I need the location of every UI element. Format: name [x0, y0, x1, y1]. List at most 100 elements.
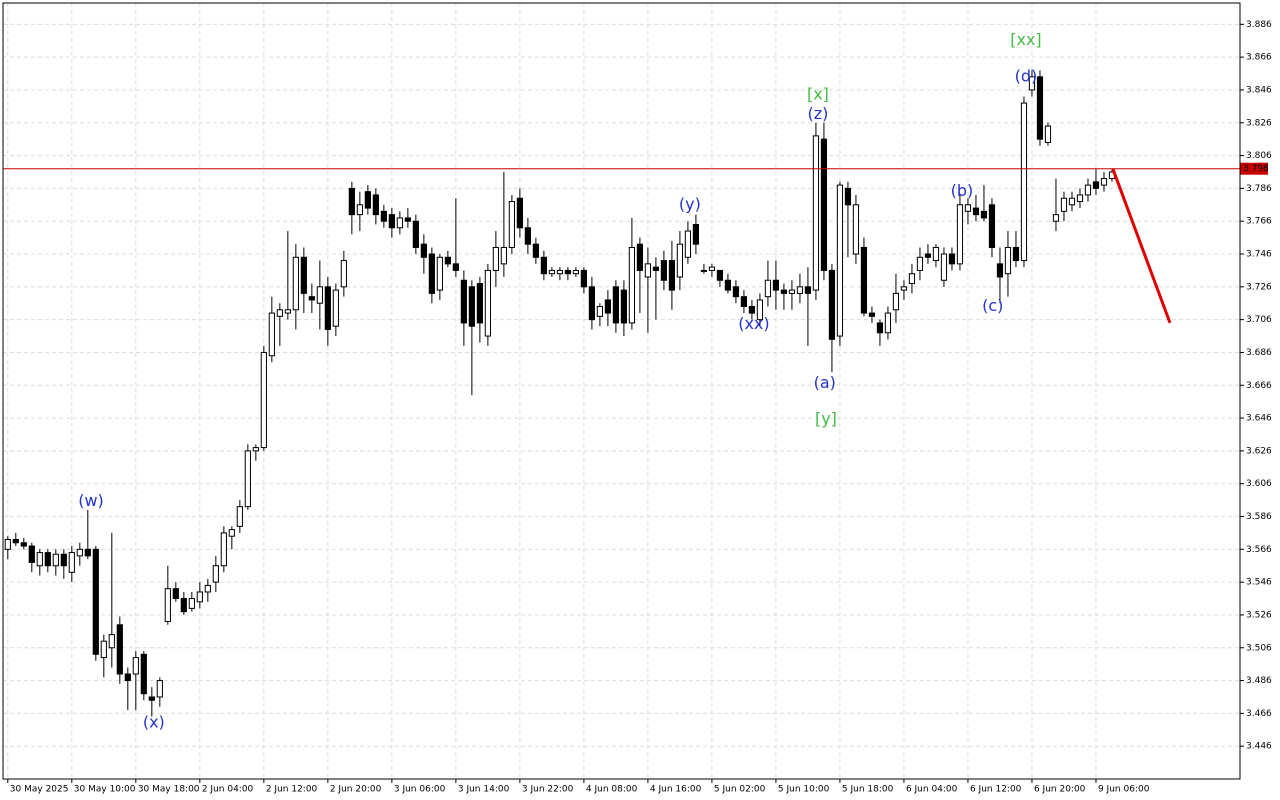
wave-label: (z): [807, 104, 828, 123]
candle-body: [708, 266, 716, 271]
candle-body: [60, 553, 67, 567]
candle-body: [1036, 76, 1044, 140]
candle-body: [468, 286, 475, 327]
wave-label: [xx]: [1010, 30, 1041, 49]
candle-body: [356, 204, 363, 216]
candle-body: [620, 289, 628, 324]
x-tick-label: 4 Jun 08:00: [586, 785, 638, 795]
candle-body: [76, 548, 83, 557]
wave-label: (d): [1015, 66, 1038, 85]
candle-body: [940, 253, 948, 281]
candle-body: [812, 135, 820, 291]
candle-body: [108, 634, 115, 649]
candle-body: [204, 584, 211, 593]
candle-body: [428, 253, 435, 294]
candle-body: [316, 286, 323, 304]
candle-body: [380, 210, 387, 222]
candle-body: [892, 292, 900, 311]
candle-body: [956, 204, 964, 265]
candle-body: [412, 220, 419, 248]
x-tick-label: 6 Jun 20:00: [1034, 785, 1086, 795]
x-tick-label: 2 Jun 12:00: [266, 785, 318, 795]
y-tick-label: 3.866: [1246, 53, 1272, 63]
candle-body: [820, 138, 828, 271]
x-tick-label: 5 Jun 02:00: [714, 785, 766, 795]
candle-body: [12, 538, 19, 544]
candle-body: [284, 309, 291, 314]
candle-body: [300, 256, 307, 294]
wave-label: (y): [679, 194, 701, 213]
candle-body: [348, 187, 355, 216]
candle-body: [372, 194, 379, 216]
wave-label: (xx): [738, 314, 769, 333]
y-tick-label: 3.786: [1246, 184, 1272, 194]
candle-body: [1076, 194, 1084, 203]
candle-body: [900, 286, 908, 291]
candle-body: [580, 269, 587, 288]
candle-body: [444, 256, 451, 265]
candle-body: [28, 545, 35, 563]
candle-body: [180, 598, 187, 613]
candle-body: [868, 312, 876, 317]
candle-body: [36, 552, 43, 567]
candle-body: [604, 299, 611, 314]
y-tick-label: 3.486: [1246, 676, 1272, 686]
wave-label: (a): [814, 373, 836, 392]
x-tick-label: 5 Jun 10:00: [778, 785, 830, 795]
x-tick-label: 2 Jun 04:00: [202, 785, 254, 795]
x-tick-label: 30 May 2025: [10, 785, 69, 795]
candle-body: [916, 256, 924, 271]
candle-body: [564, 269, 571, 275]
x-tick-label: 30 May 18:00: [138, 785, 200, 795]
candle-body: [1028, 76, 1036, 91]
candle-body: [1004, 246, 1012, 275]
candle-body: [732, 286, 740, 298]
candle-body: [692, 223, 700, 245]
candle-body: [1012, 246, 1020, 262]
candle-body: [1084, 184, 1092, 196]
candle-body: [748, 306, 756, 314]
candle-body: [44, 552, 51, 567]
candle-body: [828, 269, 836, 340]
y-tick-label: 3.466: [1246, 709, 1272, 719]
wave-label: (w): [78, 491, 104, 510]
y-tick-label: 3.726: [1246, 282, 1272, 292]
wave-label: (b): [951, 181, 974, 200]
price-tag: [1240, 162, 1268, 175]
candle-body: [668, 260, 676, 291]
candle-body: [364, 191, 371, 209]
candle-body: [796, 286, 804, 294]
candle-body: [764, 279, 772, 298]
candle-body: [836, 184, 844, 337]
candle-body: [780, 289, 788, 294]
candle-body: [972, 207, 980, 216]
y-tick-label: 3.706: [1246, 315, 1272, 325]
candle-body: [276, 309, 283, 317]
candle-body: [244, 450, 251, 508]
wave-label: [x]: [807, 84, 829, 103]
candle-body: [700, 269, 708, 272]
candle-body: [756, 299, 764, 321]
candle-body: [932, 246, 940, 262]
candle-body: [308, 296, 315, 301]
x-tick-label: 6 Jun 04:00: [906, 785, 958, 795]
candle-body: [908, 273, 916, 285]
candle-body: [124, 673, 131, 682]
candle-body: [716, 269, 724, 281]
candle-body: [4, 538, 11, 550]
x-tick-label: 3 Jun 22:00: [522, 785, 574, 795]
candle-body: [508, 201, 515, 248]
forecast-line: [1111, 168, 1172, 324]
y-tick-label: 3.546: [1246, 578, 1272, 588]
candle-body: [388, 214, 395, 229]
candle-body: [132, 657, 139, 675]
candle-body: [188, 598, 195, 609]
candle-body: [252, 447, 259, 452]
y-tick-label: 3.826: [1246, 118, 1272, 128]
y-tick-label: 3.766: [1246, 217, 1272, 227]
candle-body: [532, 243, 539, 258]
candle-body: [628, 246, 636, 324]
candle-body: [540, 256, 547, 275]
